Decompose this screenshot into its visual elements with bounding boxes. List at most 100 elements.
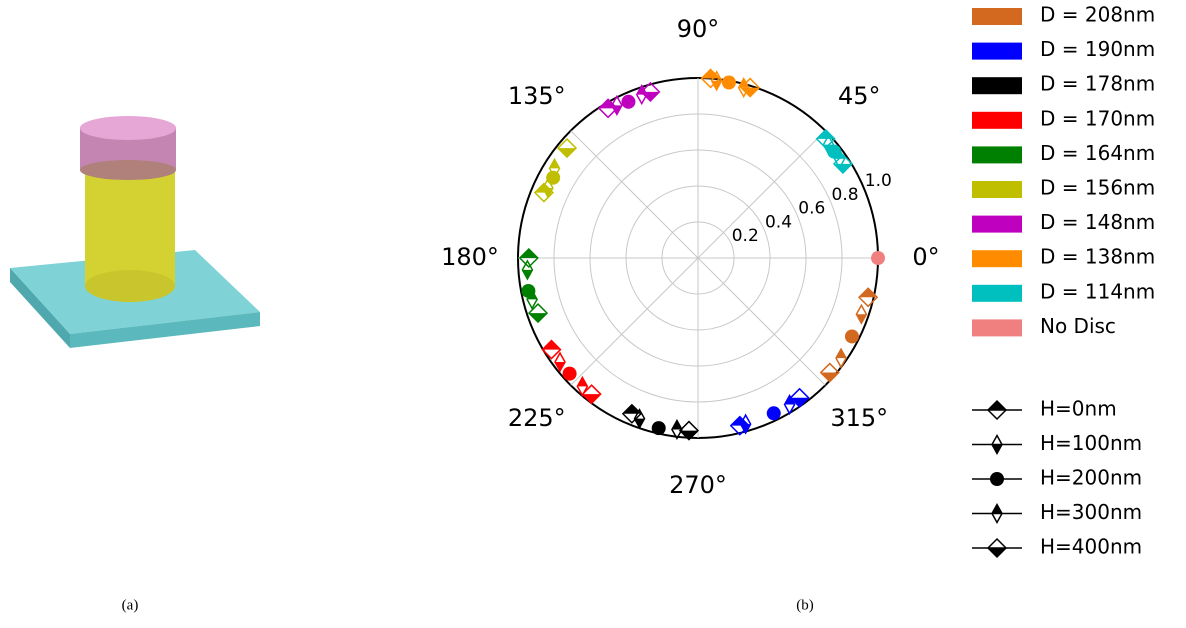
data-point — [611, 94, 623, 116]
marker-fill — [820, 372, 839, 382]
data-point — [871, 251, 885, 265]
marker-fill — [582, 394, 601, 404]
data-point — [739, 413, 752, 435]
marker-fill — [790, 397, 809, 407]
data-point — [737, 77, 750, 99]
grid-spoke — [697, 130, 826, 259]
r-tick-label: 1.0 — [865, 171, 892, 191]
legend-swatch — [972, 181, 1022, 198]
marker-fill — [740, 424, 751, 434]
marker-fill — [527, 290, 538, 300]
r-tick-label: 0.8 — [832, 185, 859, 205]
marker-outline — [671, 418, 683, 441]
data-point — [740, 77, 761, 98]
marker-fill — [992, 504, 1002, 514]
legend-swatch — [972, 146, 1022, 164]
r-tick-label: 0.4 — [765, 212, 792, 232]
series — [819, 287, 879, 383]
marker-outline — [819, 362, 840, 383]
marker-fill — [701, 69, 720, 79]
substrate-front — [70, 312, 260, 348]
data-point — [651, 421, 666, 436]
marker-outline — [635, 84, 648, 106]
data-point — [621, 403, 642, 424]
data-point — [710, 70, 723, 92]
marker-outline — [710, 70, 723, 92]
data-point — [855, 303, 868, 325]
marker-outline — [986, 537, 1008, 559]
legend-swatch — [972, 8, 1022, 25]
data-point — [554, 351, 566, 373]
marker-circle — [651, 421, 666, 436]
series — [871, 251, 885, 265]
legend-label: D = 164nm — [1040, 141, 1155, 165]
marker-outline — [633, 408, 646, 430]
theta-tick-label: 270° — [669, 471, 727, 499]
legend-label: H=0nm — [1040, 397, 1117, 421]
marker-fill — [859, 288, 878, 298]
legend-swatch — [972, 284, 1022, 302]
theta-tick-label: 315° — [830, 404, 888, 432]
marker-outline — [739, 413, 752, 435]
series — [700, 68, 761, 99]
legend-swatch — [972, 111, 1022, 129]
series — [621, 403, 700, 441]
series — [598, 81, 661, 119]
marker-fill — [833, 163, 852, 173]
series — [815, 128, 853, 174]
theta-tick-label: 225° — [508, 404, 566, 432]
marker-fill — [634, 418, 645, 428]
series — [518, 247, 549, 324]
data-point — [562, 366, 577, 381]
marker-fill — [784, 395, 795, 405]
series — [533, 138, 578, 203]
marker-outline — [541, 339, 562, 360]
data-point — [789, 387, 810, 408]
marker-outline — [518, 247, 539, 269]
data-point — [526, 288, 538, 310]
marker-outline — [700, 68, 721, 89]
theta-tick-label: 0° — [912, 243, 939, 271]
legend-label: D = 114nm — [1040, 279, 1155, 303]
data-point — [990, 472, 1004, 486]
marker-outline — [737, 77, 750, 99]
theta-tick-label: 90° — [677, 15, 720, 43]
marker-fill — [730, 416, 749, 426]
marker-fill — [816, 129, 835, 139]
caption-b: (b) — [796, 597, 814, 613]
substrate-side — [10, 268, 70, 348]
marker-fill — [522, 269, 533, 279]
data-point — [671, 418, 683, 441]
legend-swatch — [972, 250, 1022, 268]
data-point — [521, 259, 534, 281]
marker-fill — [671, 420, 682, 430]
legend-label: D = 208nm — [1040, 3, 1155, 27]
marker-outline — [729, 415, 750, 436]
data-point — [640, 81, 661, 102]
marker-fill — [856, 314, 867, 324]
grid-spoke — [570, 130, 699, 259]
marker-fill — [577, 377, 588, 387]
marker-fill — [836, 349, 847, 359]
series — [729, 387, 810, 436]
data-point — [832, 153, 853, 174]
data-point — [576, 375, 589, 397]
data-point — [835, 347, 847, 369]
legend-swatch — [972, 215, 1022, 233]
legend-swatch — [972, 319, 1022, 337]
marker-fill — [519, 249, 538, 258]
marker-outline — [789, 387, 810, 408]
legend-swatch — [972, 77, 1022, 95]
marker-circle — [721, 75, 736, 90]
legend-label: H=300nm — [1040, 500, 1142, 524]
marker-fill — [992, 444, 1002, 454]
marker-outline — [581, 384, 602, 405]
legend-label: H=400nm — [1040, 535, 1142, 559]
data-point — [986, 399, 1008, 421]
legend-label: H=100nm — [1040, 431, 1142, 455]
marker-fill — [542, 340, 561, 350]
marker-fill — [988, 401, 1006, 410]
data-point — [721, 75, 736, 90]
legend-label: D = 190nm — [1040, 37, 1155, 61]
